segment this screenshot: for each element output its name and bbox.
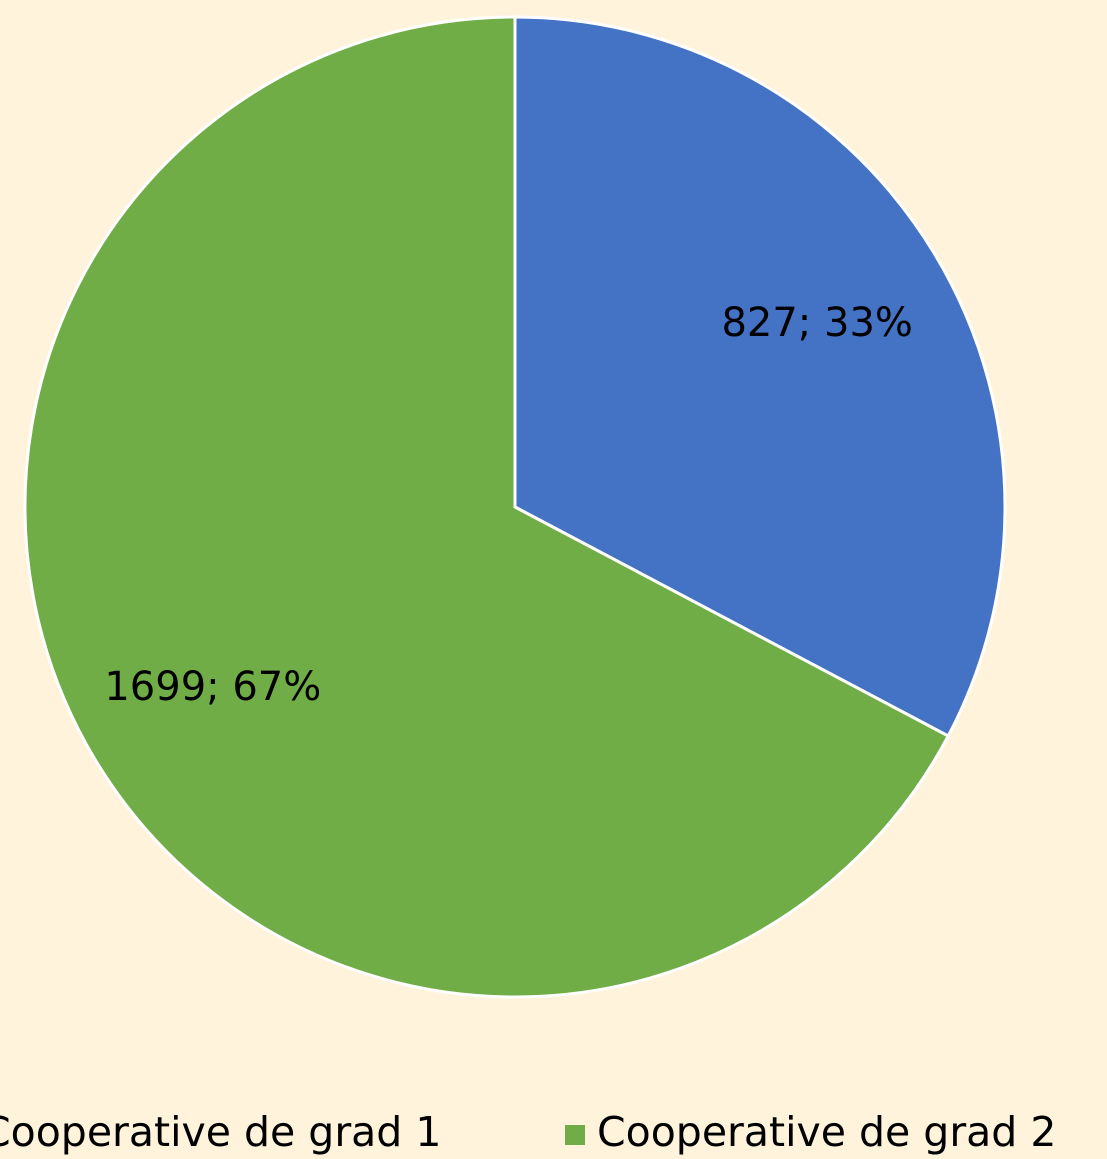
data-label: 1699; 67% [104, 664, 321, 710]
legend-label: Cooperative de grad 2 [597, 1108, 1056, 1156]
legend-marker [565, 1125, 585, 1145]
legend-label: Cooperative de grad 1 [0, 1108, 441, 1156]
pie-slice [513, 15, 1007, 739]
pie-slice [23, 15, 951, 999]
data-label: 827; 33% [721, 300, 912, 346]
